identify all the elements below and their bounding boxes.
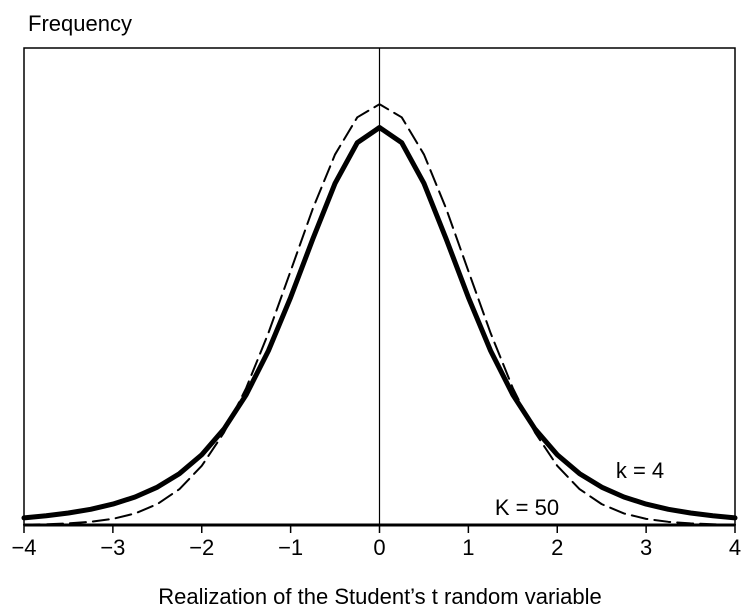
line-series <box>23 103 736 526</box>
x-tick-label: 4 <box>729 535 741 560</box>
y-axis-label: Frequency <box>28 11 132 36</box>
series-label: K = 50 <box>495 495 559 520</box>
x-axis-label: Realization of the Student’s t random va… <box>158 584 602 609</box>
x-tick-label: 0 <box>373 535 385 560</box>
x-tick-label: −1 <box>278 535 303 560</box>
x-tick-label: −4 <box>11 535 36 560</box>
x-tick-label: 3 <box>640 535 652 560</box>
x-tick-label: 1 <box>462 535 474 560</box>
x-tick-label: −3 <box>100 535 125 560</box>
x-tick-label: 2 <box>551 535 563 560</box>
x-tick-label: −2 <box>189 535 214 560</box>
line-series <box>21 125 738 521</box>
series-label: k = 4 <box>616 458 664 483</box>
